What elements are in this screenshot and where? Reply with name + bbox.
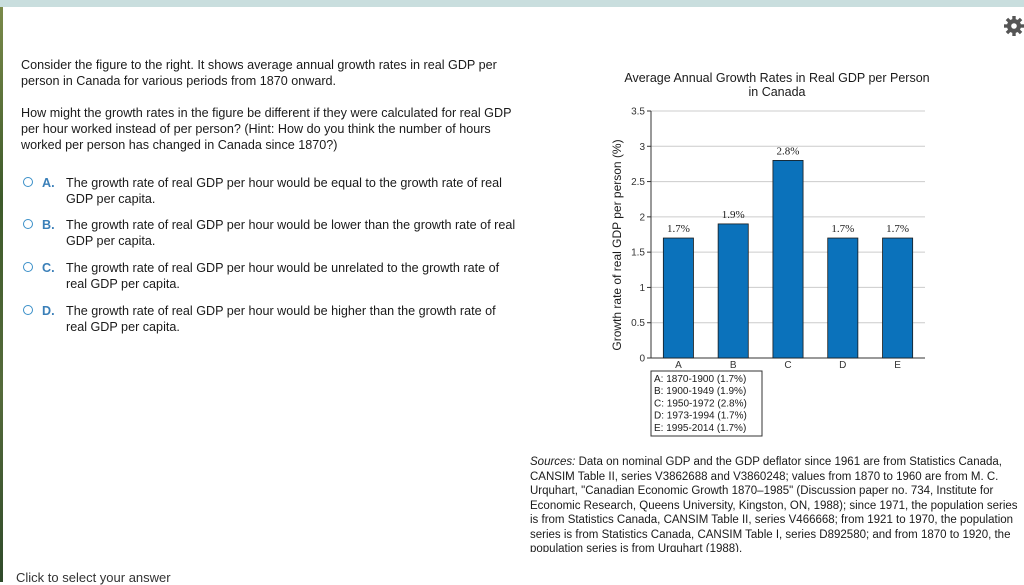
bar-value-label: 1.7% — [886, 223, 909, 235]
option-letter-c: C. — [42, 261, 55, 275]
left-edge-strip — [0, 7, 3, 582]
option-text-c: The growth rate of real GDP per hour wou… — [66, 261, 500, 291]
question-prompt: How might the growth rates in the figure… — [21, 106, 512, 152]
legend-entry: C: 1950-1972 (2.8%) — [654, 398, 747, 409]
y-tick-label: 1 — [639, 283, 645, 294]
legend-entry: D: 1973-1994 (1.7%) — [654, 411, 747, 422]
y-tick-label: 3.5 — [631, 107, 645, 118]
question-intro: Consider the figure to the right. It sho… — [21, 58, 497, 88]
bar-value-label: 1.7% — [831, 223, 854, 235]
sources-label: Sources: — [530, 456, 576, 468]
y-tick-label: 0 — [639, 354, 645, 365]
x-tick-label: C — [784, 360, 791, 371]
bar-a — [662, 237, 694, 359]
option-letter-d: D. — [42, 304, 55, 318]
chart-legend: A: 1870-1900 (1.7%)B: 1900-1949 (1.9%)C:… — [650, 370, 763, 437]
y-tick-label: 1.5 — [631, 248, 645, 259]
chart-title-line2: in Canada — [749, 85, 806, 99]
y-tick-label: 2 — [639, 212, 645, 223]
sources-note: Sources: Data on nominal GDP and the GDP… — [530, 455, 1024, 552]
y-tick-label: 3 — [639, 142, 645, 153]
growth-rate-bar-chart: Average Annual Growth Rates in Real GDP … — [610, 71, 930, 437]
bar-value-label: 2.8% — [777, 145, 800, 157]
option-text-d: The growth rate of real GDP per hour wou… — [66, 304, 496, 334]
x-tick-label: E — [894, 360, 901, 371]
bar-value-label: 1.9% — [722, 209, 745, 221]
legend-entry: A: 1870-1900 (1.7%) — [654, 374, 746, 385]
radio-button-b[interactable] — [23, 219, 33, 229]
x-tick-label: B — [730, 360, 737, 371]
bar-b — [717, 223, 749, 359]
x-tick-label: D — [839, 360, 846, 371]
legend-entry: E: 1995-2014 (1.7%) — [654, 423, 746, 434]
radio-button-a[interactable] — [23, 177, 33, 187]
y-tick-label: 2.5 — [631, 177, 645, 188]
y-axis-label: Growth rate of real GDP per person (%) — [610, 139, 624, 350]
legend-box — [650, 370, 763, 437]
top-bar — [0, 0, 1024, 7]
option-text-a: The growth rate of real GDP per hour wou… — [66, 176, 502, 206]
option-letter-a: A. — [42, 176, 55, 190]
bar-value-label: 1.7% — [667, 223, 690, 235]
x-tick-label: A — [675, 360, 682, 371]
click-to-select-hint: Click to select your answer — [16, 570, 171, 585]
radio-button-d[interactable] — [23, 305, 33, 315]
option-letter-b: B. — [42, 218, 55, 232]
chart-title-line1: Average Annual Growth Rates in Real GDP … — [624, 71, 929, 85]
y-tick-label: 0.5 — [631, 318, 645, 329]
legend-entry: B: 1900-1949 (1.9%) — [654, 386, 746, 397]
bar-d — [827, 237, 859, 359]
sources-text: Data on nominal GDP and the GDP deflator… — [530, 456, 1018, 552]
radio-button-c[interactable] — [23, 262, 33, 272]
option-text-b: The growth rate of real GDP per hour wou… — [66, 218, 516, 248]
gear-icon[interactable] — [1003, 15, 1024, 37]
bar-c — [772, 160, 804, 359]
bar-e — [882, 237, 914, 359]
